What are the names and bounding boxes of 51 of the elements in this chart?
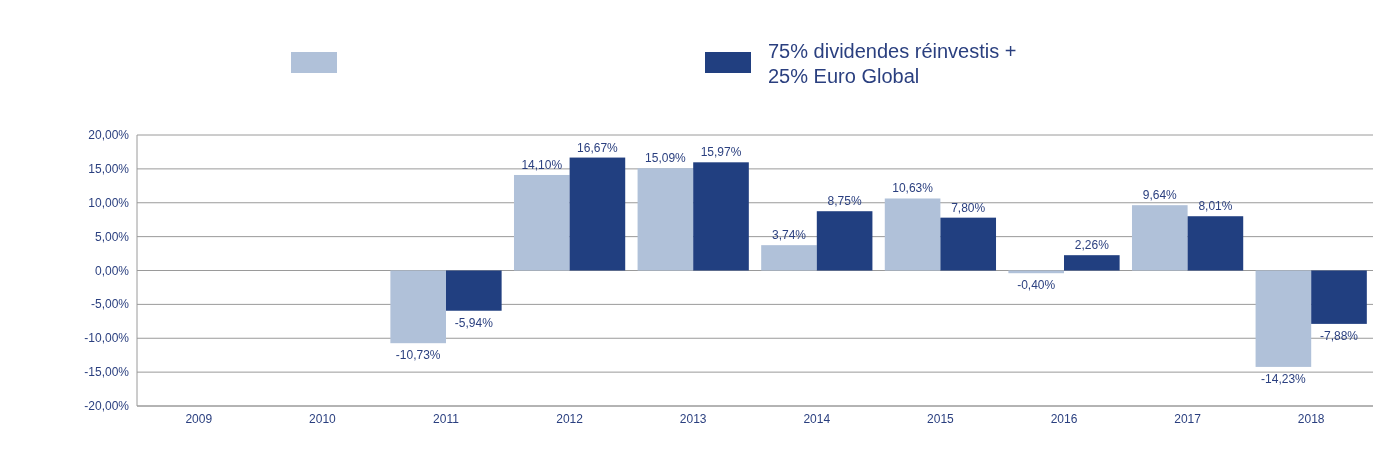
bar xyxy=(513,174,570,271)
bar xyxy=(884,198,941,271)
data-label: -7,88% xyxy=(1319,328,1359,343)
data-label: -10,73% xyxy=(395,348,441,363)
bar xyxy=(816,211,873,271)
y-tick-label: -5,00% xyxy=(90,297,130,312)
y-tick-label: 10,00% xyxy=(88,195,130,210)
y-tick-label: 0,00% xyxy=(94,263,130,278)
bar xyxy=(761,245,817,271)
data-label: -14,23% xyxy=(1261,371,1307,386)
bar xyxy=(569,157,626,271)
data-label: 2,26% xyxy=(1074,238,1110,253)
data-label: 15,09% xyxy=(645,151,687,166)
x-tick-label: 2016 xyxy=(1050,412,1078,426)
bar xyxy=(637,168,694,271)
y-tick-label: -20,00% xyxy=(84,399,130,413)
y-tick-label: 5,00% xyxy=(94,229,130,244)
x-tick-label: 2010 xyxy=(309,412,337,426)
bar xyxy=(1187,216,1244,271)
bar xyxy=(390,270,446,344)
data-label: 8,01% xyxy=(1198,199,1233,214)
y-tick-label: 20,00% xyxy=(88,128,130,142)
x-tick-label: 2012 xyxy=(556,412,584,426)
data-label: 15,97% xyxy=(700,145,742,160)
bar xyxy=(1311,270,1367,324)
x-tick-label: 2014 xyxy=(803,412,831,426)
data-label: 9,64% xyxy=(1142,188,1178,203)
y-tick-label: 15,00% xyxy=(88,161,130,176)
data-label: -0,40% xyxy=(1017,278,1056,293)
y-tick-label: -10,00% xyxy=(84,331,130,346)
bar xyxy=(1064,255,1120,271)
legend-label: 75% dividendes réinvestis + 25% Euro Global xyxy=(768,40,1017,87)
data-label: 16,67% xyxy=(577,140,619,155)
x-tick-label: 2017 xyxy=(1174,412,1202,426)
bar xyxy=(693,162,749,271)
bar xyxy=(940,217,997,271)
x-tick-label: 2011 xyxy=(433,412,460,426)
data-label: 3,74% xyxy=(771,228,807,243)
x-tick-label: 2018 xyxy=(1297,412,1325,426)
y-tick-label: -15,00% xyxy=(84,365,130,380)
data-label: 10,63% xyxy=(892,181,934,196)
x-tick-label: 2009 xyxy=(185,412,213,426)
bar xyxy=(1255,270,1312,367)
data-label: -5,94% xyxy=(454,315,494,330)
x-tick-label: 2013 xyxy=(679,412,707,426)
x-tick-label: 2015 xyxy=(927,412,955,426)
data-label: 7,80% xyxy=(951,200,986,215)
bar xyxy=(446,270,502,311)
data-label: 14,10% xyxy=(521,157,563,172)
bar xyxy=(1131,205,1188,271)
data-label: 8,75% xyxy=(827,194,862,209)
